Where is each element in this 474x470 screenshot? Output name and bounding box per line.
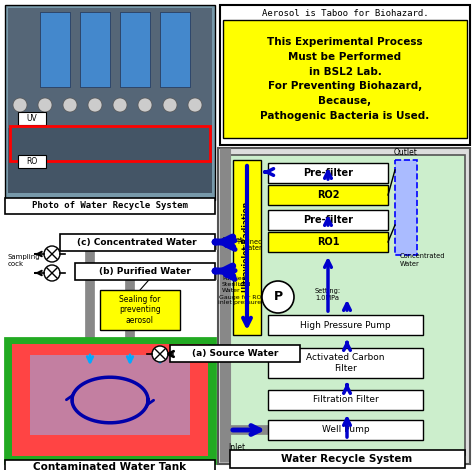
Text: (c) Concentrated Water: (c) Concentrated Water xyxy=(77,238,197,247)
Bar xyxy=(18,112,46,125)
Bar xyxy=(230,155,465,455)
Text: Water Recycle System: Water Recycle System xyxy=(282,454,413,464)
Bar xyxy=(60,234,215,251)
Bar xyxy=(395,160,417,255)
Text: Filtration Filter: Filtration Filter xyxy=(313,395,378,405)
Circle shape xyxy=(113,98,127,112)
Bar xyxy=(120,12,150,87)
Bar xyxy=(268,315,423,335)
Bar xyxy=(8,8,212,128)
Bar xyxy=(40,12,70,87)
Text: (b) Purified Water: (b) Purified Water xyxy=(99,267,191,276)
Bar xyxy=(100,290,180,330)
Text: Outlet: Outlet xyxy=(394,148,418,157)
Bar xyxy=(230,450,465,468)
Text: Outlet: Outlet xyxy=(222,237,244,243)
Text: Sampling
cock: Sampling cock xyxy=(8,253,41,266)
Bar xyxy=(170,345,300,362)
Circle shape xyxy=(152,346,168,362)
Text: Well Pump: Well Pump xyxy=(322,425,369,434)
Circle shape xyxy=(88,98,102,112)
Bar xyxy=(30,355,190,435)
Bar xyxy=(80,12,110,87)
Bar xyxy=(218,148,470,464)
Bar xyxy=(268,163,388,183)
Circle shape xyxy=(13,98,27,112)
Text: UV: UV xyxy=(27,114,37,123)
Circle shape xyxy=(44,246,60,262)
Bar xyxy=(233,160,261,335)
Text: Setting:
1.0MPa: Setting: 1.0MPa xyxy=(315,288,341,300)
Text: Concentrated
Water: Concentrated Water xyxy=(400,253,446,266)
Bar xyxy=(160,12,190,87)
Circle shape xyxy=(44,265,60,281)
Text: Sealing for
preventing
aerosol: Sealing for preventing aerosol xyxy=(119,295,161,325)
Bar xyxy=(75,263,215,280)
Bar xyxy=(268,420,423,440)
Text: High Pressure Pump: High Pressure Pump xyxy=(300,321,391,329)
Text: P: P xyxy=(273,290,283,304)
Bar xyxy=(268,185,388,205)
Bar xyxy=(223,20,467,138)
Bar xyxy=(220,5,470,145)
Bar xyxy=(10,126,210,161)
Bar xyxy=(5,460,215,470)
Text: Pre-filter: Pre-filter xyxy=(303,215,353,225)
Text: Gauge for RO
inlet pressure: Gauge for RO inlet pressure xyxy=(219,295,262,306)
Text: RO1: RO1 xyxy=(317,237,339,247)
Bar xyxy=(18,155,46,168)
Text: This Experimental Process
Must be Performed
in BSL2 Lab.
For Preventing Biohazar: This Experimental Process Must be Perfor… xyxy=(260,37,429,121)
Text: Pre-filter: Pre-filter xyxy=(303,168,353,178)
Bar xyxy=(5,5,215,200)
Bar xyxy=(268,390,423,410)
Bar xyxy=(12,344,208,456)
Bar xyxy=(268,232,388,252)
Bar xyxy=(8,128,212,193)
Text: Contaminated Water Tank: Contaminated Water Tank xyxy=(34,462,187,470)
Circle shape xyxy=(38,98,52,112)
Text: (a) Source Water: (a) Source Water xyxy=(192,349,278,358)
Text: RO: RO xyxy=(27,157,37,166)
Text: Refined
Water: Refined Water xyxy=(237,238,263,251)
Text: Photo of Water Recycle System: Photo of Water Recycle System xyxy=(32,202,188,211)
Text: Activated Carbon
Filter: Activated Carbon Filter xyxy=(306,353,385,373)
Circle shape xyxy=(262,281,294,313)
Circle shape xyxy=(138,98,152,112)
Bar xyxy=(268,348,423,378)
Text: Inlet: Inlet xyxy=(228,444,245,453)
Circle shape xyxy=(163,98,177,112)
Text: Ultraviolet Radiation: Ultraviolet Radiation xyxy=(243,202,252,292)
Bar xyxy=(5,338,215,463)
Bar xyxy=(5,198,215,214)
Text: RO2: RO2 xyxy=(317,190,339,200)
Text: Aerosol is Taboo for Biohazard.: Aerosol is Taboo for Biohazard. xyxy=(262,9,428,18)
Circle shape xyxy=(63,98,77,112)
Circle shape xyxy=(188,98,202,112)
Text: Purified
Sterilized
Water: Purified Sterilized Water xyxy=(222,276,251,293)
Bar xyxy=(268,210,388,230)
